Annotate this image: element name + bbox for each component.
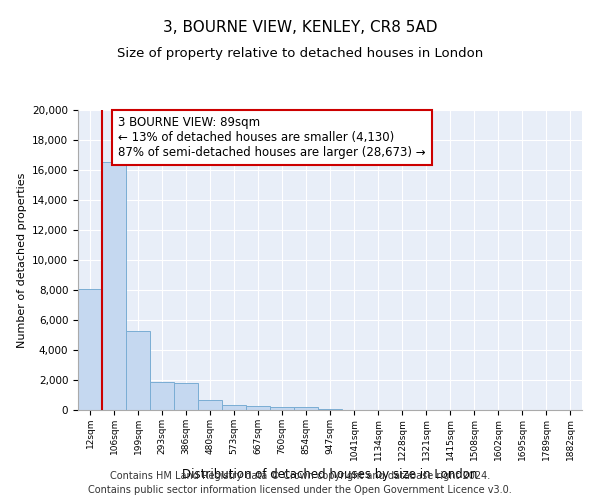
Bar (246, 406, 270, 410)
Bar (270, 407, 294, 410)
Bar (78, 288, 102, 410)
Text: Contains HM Land Registry data © Crown copyright and database right 2024.
Contai: Contains HM Land Registry data © Crown c… (88, 471, 512, 495)
Text: 3 BOURNE VIEW: 89sqm
← 13% of detached houses are smaller (4,130)
87% of semi-de: 3 BOURNE VIEW: 89sqm ← 13% of detached h… (118, 116, 426, 159)
Bar (174, 383, 198, 410)
Bar (294, 408, 318, 410)
Text: Size of property relative to detached houses in London: Size of property relative to detached ho… (117, 48, 483, 60)
Bar (150, 382, 174, 410)
X-axis label: Distribution of detached houses by size in London: Distribution of detached houses by size … (182, 468, 478, 481)
Bar (198, 400, 222, 410)
Bar (126, 330, 150, 410)
Bar (222, 405, 246, 410)
Bar (102, 162, 126, 410)
Text: 3, BOURNE VIEW, KENLEY, CR8 5AD: 3, BOURNE VIEW, KENLEY, CR8 5AD (163, 20, 437, 35)
Bar (318, 409, 342, 410)
Y-axis label: Number of detached properties: Number of detached properties (17, 172, 26, 348)
